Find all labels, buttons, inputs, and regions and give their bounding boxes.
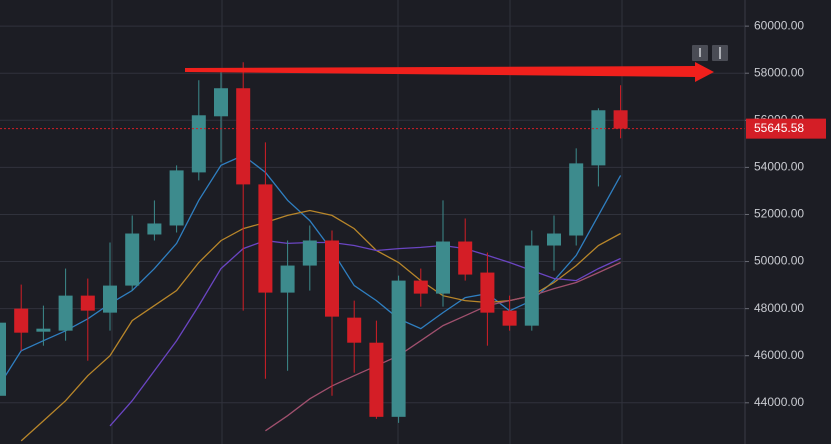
candle-body bbox=[613, 110, 628, 129]
candle-body bbox=[524, 245, 539, 326]
y-tick-label: 52000.00 bbox=[754, 207, 804, 221]
candle-body bbox=[191, 115, 206, 173]
candle-body bbox=[413, 280, 428, 294]
candle-body bbox=[14, 308, 29, 333]
candle-body bbox=[58, 295, 73, 331]
moving-average-line bbox=[0, 154, 622, 386]
candle-body bbox=[347, 317, 362, 343]
candle-body bbox=[147, 223, 162, 235]
y-tick-label: 50000.00 bbox=[754, 254, 804, 268]
arrow-annotation bbox=[185, 62, 714, 82]
candle-body bbox=[258, 184, 273, 293]
arrow bbox=[185, 62, 714, 82]
toolbar bbox=[692, 45, 728, 61]
candle-body bbox=[458, 241, 473, 275]
y-tick-label: 46000.00 bbox=[754, 348, 804, 362]
candle-body bbox=[302, 240, 317, 266]
candle-body bbox=[391, 280, 406, 417]
candle-body bbox=[169, 170, 184, 226]
candle-body bbox=[502, 310, 517, 326]
y-tick-label: 48000.00 bbox=[754, 301, 804, 315]
plot-area bbox=[0, 62, 745, 442]
candle-body bbox=[480, 272, 495, 313]
candle-body bbox=[103, 285, 117, 313]
candle-body bbox=[547, 233, 561, 246]
y-axis: 44000.00 46000.00 48000.00 50000.00 52000.00… bbox=[745, 18, 826, 409]
candle-body bbox=[80, 295, 95, 311]
y-tick-label: 58000.00 bbox=[754, 65, 804, 79]
y-tick-label: 54000.00 bbox=[754, 160, 804, 174]
current-price-badge bbox=[746, 118, 826, 139]
candle-body bbox=[280, 265, 295, 293]
candle-body bbox=[236, 88, 251, 185]
candle-body bbox=[0, 322, 6, 396]
candle-body bbox=[125, 233, 140, 286]
moving-average-line bbox=[265, 261, 621, 432]
candle-body bbox=[36, 328, 51, 332]
candle-body bbox=[569, 163, 584, 236]
y-tick-label: 60000.00 bbox=[754, 18, 804, 32]
candle-body bbox=[436, 241, 450, 294]
current-price-label: 55645.58 bbox=[754, 121, 804, 135]
candle-body bbox=[214, 88, 228, 117]
candle-body bbox=[325, 240, 339, 317]
candle-body bbox=[369, 342, 384, 417]
y-tick-label: 44000.00 bbox=[754, 395, 804, 409]
candle-body bbox=[591, 110, 606, 166]
